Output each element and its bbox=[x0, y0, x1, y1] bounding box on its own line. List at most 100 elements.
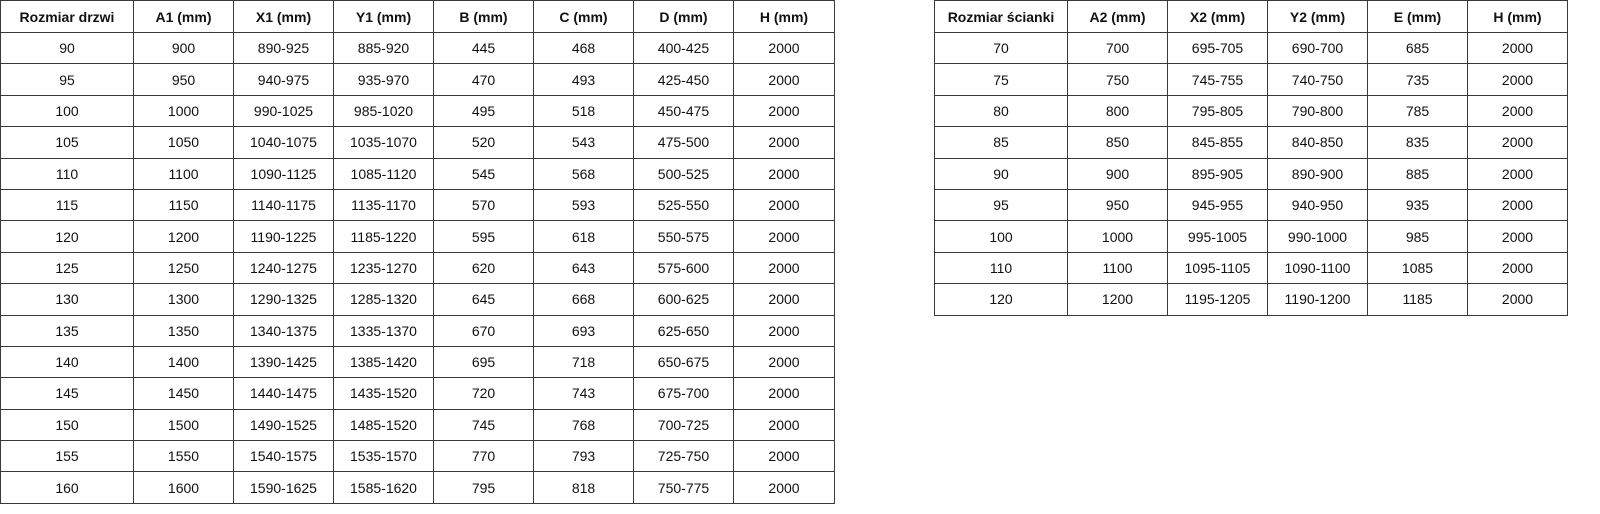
table-cell: 2000 bbox=[733, 471, 835, 504]
table-cell: 620 bbox=[433, 251, 534, 285]
table-cell: 693 bbox=[533, 314, 634, 347]
table-cell: 160 bbox=[0, 471, 134, 504]
table-cell: 885-920 bbox=[333, 31, 434, 65]
table-cell: 900 bbox=[133, 31, 234, 65]
table-cell: 895-905 bbox=[1167, 157, 1268, 190]
table-cell: 80 bbox=[934, 94, 1068, 128]
table-cell: 1200 bbox=[1067, 283, 1168, 316]
table-cell: 543 bbox=[533, 126, 634, 159]
table-cell: 995-1005 bbox=[1167, 220, 1268, 253]
table-cell: 90 bbox=[934, 157, 1068, 190]
table-row: 125 1250 1240-1275 1235-1270 620 643 575-600 20… bbox=[0, 251, 835, 285]
table-cell: 475-500 bbox=[633, 126, 734, 159]
table-cell: 400-425 bbox=[633, 31, 734, 65]
table-cell: 120 bbox=[934, 283, 1068, 316]
table-cell: 1300 bbox=[133, 283, 234, 316]
table-cell: 100 bbox=[0, 94, 134, 128]
table-cell: 520 bbox=[433, 126, 534, 159]
table-cell: 145 bbox=[0, 377, 134, 410]
table-cell: 1435-1520 bbox=[333, 377, 434, 410]
table-cell: 1585-1620 bbox=[333, 471, 434, 504]
table-cell: 70 bbox=[934, 31, 1068, 65]
table-cell: 468 bbox=[533, 31, 634, 65]
table-row: 135 1350 1340-1375 1335-1370 670 693 625-650 20… bbox=[0, 314, 835, 347]
table-row: 80 800 795-805 790-800 785 2000 bbox=[934, 94, 1568, 128]
table-cell: 105 bbox=[0, 126, 134, 159]
table-cell: 2000 bbox=[1467, 94, 1568, 128]
table-cell: 1085 bbox=[1367, 251, 1468, 285]
table-cell: 835 bbox=[1367, 126, 1468, 159]
table-cell: 2000 bbox=[733, 126, 835, 159]
table-cell: 618 bbox=[533, 220, 634, 253]
table-cell: 685 bbox=[1367, 31, 1468, 65]
table-cell: 1185 bbox=[1367, 283, 1468, 316]
table-cell: 1190-1225 bbox=[233, 220, 334, 253]
table-cell: 115 bbox=[0, 188, 134, 222]
table-row: 150 1500 1490-1525 1485-1520 745 768 700-725 20… bbox=[0, 408, 835, 442]
table-cell: 1500 bbox=[133, 408, 234, 442]
table-cell: 2000 bbox=[733, 345, 835, 379]
table-cell: 770 bbox=[433, 440, 534, 473]
table-cell: 155 bbox=[0, 440, 134, 473]
table-cell: 2000 bbox=[1467, 188, 1568, 222]
table-cell: 645 bbox=[433, 283, 534, 316]
table-cell: 130 bbox=[0, 283, 134, 316]
table-cell: 593 bbox=[533, 188, 634, 222]
table-cell: 725-750 bbox=[633, 440, 734, 473]
table-cell: 570 bbox=[433, 188, 534, 222]
table-cell: 790-800 bbox=[1267, 94, 1368, 128]
table-cell: 2000 bbox=[733, 94, 835, 128]
column-header: Rozmiar drzwi bbox=[0, 0, 134, 33]
table-cell: 450-475 bbox=[633, 94, 734, 128]
table-cell: 650-675 bbox=[633, 345, 734, 379]
table-row: 115 1150 1140-1175 1135-1170 570 593 525-550 20… bbox=[0, 188, 835, 222]
table-cell: 1195-1205 bbox=[1167, 283, 1268, 316]
table-cell: 850 bbox=[1067, 126, 1168, 159]
table-cell: 95 bbox=[934, 188, 1068, 222]
table-cell: 643 bbox=[533, 251, 634, 285]
table-row: 95 950 945-955 940-950 935 2000 bbox=[934, 188, 1568, 222]
table-row: 160 1600 1590-1625 1585-1620 795 818 750-775 20… bbox=[0, 471, 835, 504]
table-cell: 890-900 bbox=[1267, 157, 1368, 190]
table-row: 70 700 695-705 690-700 685 2000 bbox=[934, 31, 1568, 65]
table-cell: 2000 bbox=[1467, 126, 1568, 159]
table-cell: 1385-1420 bbox=[333, 345, 434, 379]
table-cell: 1450 bbox=[133, 377, 234, 410]
table-cell: 125 bbox=[0, 251, 134, 285]
table-cell: 1590-1625 bbox=[233, 471, 334, 504]
table-cell: 1540-1575 bbox=[233, 440, 334, 473]
table-cell: 575-600 bbox=[633, 251, 734, 285]
table-cell: 950 bbox=[133, 63, 234, 96]
table-cell: 945-955 bbox=[1167, 188, 1268, 222]
table-row: 110 1100 1095-1105 1090-1100 1085 2000 bbox=[934, 251, 1568, 285]
table-cell: 740-750 bbox=[1267, 63, 1368, 96]
table-cell: 1550 bbox=[133, 440, 234, 473]
table-cell: 743 bbox=[533, 377, 634, 410]
table-cell: 793 bbox=[533, 440, 634, 473]
table-cell: 990-1025 bbox=[233, 94, 334, 128]
table-cell: 1100 bbox=[1067, 251, 1168, 285]
table-cell: 1000 bbox=[1067, 220, 1168, 253]
table-cell: 2000 bbox=[733, 157, 835, 190]
table-cell: 668 bbox=[533, 283, 634, 316]
table-cell: 1285-1320 bbox=[333, 283, 434, 316]
table-cell: 695-705 bbox=[1167, 31, 1268, 65]
table-cell: 795-805 bbox=[1167, 94, 1268, 128]
table-cell: 135 bbox=[0, 314, 134, 347]
table-cell: 840-850 bbox=[1267, 126, 1368, 159]
table-cell: 1135-1170 bbox=[333, 188, 434, 222]
table-cell: 470 bbox=[433, 63, 534, 96]
column-header: X1 (mm) bbox=[233, 0, 334, 33]
table-cell: 2000 bbox=[1467, 220, 1568, 253]
table-cell: 120 bbox=[0, 220, 134, 253]
header-row: Rozmiar drzwi A1 (mm) X1 (mm) Y1 (mm) B (mm)… bbox=[0, 0, 835, 33]
column-header: H (mm) bbox=[1467, 0, 1568, 33]
table-cell: 800 bbox=[1067, 94, 1168, 128]
table-cell: 1485-1520 bbox=[333, 408, 434, 442]
table-cell: 2000 bbox=[1467, 157, 1568, 190]
table-row: 140 1400 1390-1425 1385-1420 695 718 650-675 20… bbox=[0, 345, 835, 379]
table-cell: 493 bbox=[533, 63, 634, 96]
table-cell: 425-450 bbox=[633, 63, 734, 96]
table-row: 95 950 940-975 935-970 470 493 425-450 2000 bbox=[0, 63, 835, 96]
table-cell: 545 bbox=[433, 157, 534, 190]
